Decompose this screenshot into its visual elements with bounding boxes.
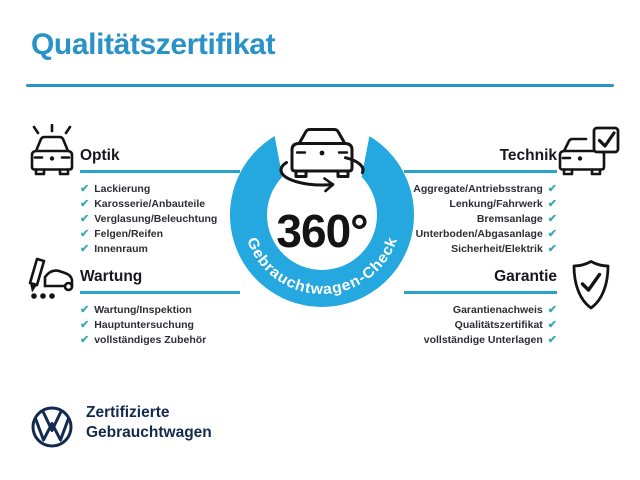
check-icon: ✔ xyxy=(547,242,557,255)
service-checklist-icon xyxy=(28,257,74,299)
item-label: Verglasung/Beleuchtung xyxy=(94,212,218,225)
check-icon: ✔ xyxy=(547,318,557,331)
item-label: Bremsanlage xyxy=(476,212,543,225)
section-technik-underline xyxy=(404,170,557,173)
item-label: Felgen/Reifen xyxy=(94,227,164,240)
ring-label: Gebrauchtwagen-Check xyxy=(243,234,401,298)
section-garantie-underline xyxy=(404,291,557,294)
item-label: Karosserie/Anbauteile xyxy=(94,197,206,210)
section-garantie-heading: Garantie xyxy=(494,268,557,285)
section-optik-underline xyxy=(80,170,240,173)
check-item: Garantienachweis ✔ xyxy=(404,303,557,318)
check-item: ✔ Felgen/Reifen xyxy=(80,227,240,242)
check-icon: ✔ xyxy=(80,197,90,210)
item-label: Qualitätszertifikat xyxy=(454,318,543,331)
check-item: ✔ Verglasung/Beleuchtung xyxy=(80,212,240,227)
check-item: ✔ Wartung/Inspektion xyxy=(80,303,240,318)
section-optik-heading: Optik xyxy=(80,147,120,164)
check-icon: ✔ xyxy=(80,212,90,225)
brand-line2: Gebrauchtwagen xyxy=(86,424,212,441)
check-icon: ✔ xyxy=(547,197,557,210)
item-label: Aggregate/Antriebsstrang xyxy=(413,182,543,195)
car-rotation-icon xyxy=(279,128,365,193)
ring-shape xyxy=(230,136,414,307)
check-icon: ✔ xyxy=(547,182,557,195)
item-label: Lenkung/Fahrwerk xyxy=(449,197,543,210)
check-item: ✔ Innenraum xyxy=(80,242,240,257)
check-icon: ✔ xyxy=(80,227,90,240)
check-icon: ✔ xyxy=(80,242,90,255)
page-title: Qualitätszertifikat xyxy=(31,28,276,61)
section-wartung-underline xyxy=(80,291,240,294)
check-item: Unterboden/Abgasanlage ✔ xyxy=(404,227,557,242)
check-icon: ✔ xyxy=(547,333,557,346)
check-icon: ✔ xyxy=(80,303,90,316)
section-wartung: Wartung ✔ Wartung/Inspektion ✔ Hauptunters… xyxy=(80,268,240,348)
check-item: Sicherheit/Elektrik ✔ xyxy=(404,242,557,257)
item-label: Garantienachweis xyxy=(452,303,543,316)
item-label: Unterboden/Abgasanlage xyxy=(415,227,543,240)
check-icon: ✔ xyxy=(80,182,90,195)
section-technik: Technik Aggregate/Antriebsstrang ✔ Lenkun… xyxy=(404,147,557,257)
brand-line1: Zertifizierte xyxy=(86,404,170,421)
check-icon: ✔ xyxy=(80,318,90,331)
section-technik-list: Aggregate/Antriebsstrang ✔ Lenkung/Fahrwe… xyxy=(404,182,557,257)
check-item: Aggregate/Antriebsstrang ✔ xyxy=(404,182,557,197)
check-item: ✔ Karosserie/Anbauteile xyxy=(80,197,240,212)
title-divider xyxy=(26,84,614,87)
car-shine-icon xyxy=(30,124,74,176)
check-item: Bremsanlage ✔ xyxy=(404,212,557,227)
item-label: Lackierung xyxy=(94,182,151,195)
section-garantie-list: Garantienachweis ✔ Qualitätszertifikat ✔ v… xyxy=(404,303,557,348)
car-checkbox-icon xyxy=(558,126,620,176)
vw-logo xyxy=(31,406,73,448)
section-technik-heading: Technik xyxy=(499,147,557,164)
check-item: vollständige Unterlagen ✔ xyxy=(404,333,557,348)
shield-check-icon xyxy=(572,260,610,310)
check-icon: ✔ xyxy=(547,303,557,316)
brand-text: Zertifizierte Gebrauchtwagen xyxy=(86,403,212,443)
section-wartung-heading: Wartung xyxy=(80,268,143,285)
item-label: vollständige Unterlagen xyxy=(423,333,543,346)
degree-label: 360° xyxy=(276,205,367,257)
section-wartung-list: ✔ Wartung/Inspektion ✔ Hauptuntersuchung ✔… xyxy=(80,303,240,348)
item-label: Hauptuntersuchung xyxy=(94,318,194,331)
item-label: Wartung/Inspektion xyxy=(94,303,192,316)
check-item: Qualitätszertifikat ✔ xyxy=(404,318,557,333)
check-icon: ✔ xyxy=(547,212,557,225)
section-optik-list: ✔ Lackierung ✔ Karosserie/Anbauteile ✔ Verg… xyxy=(80,182,240,257)
check-item: ✔ Lackierung xyxy=(80,182,240,197)
check-item: ✔ Hauptuntersuchung xyxy=(80,318,240,333)
section-optik: Optik ✔ Lackierung ✔ Karosserie/Anbauteile… xyxy=(80,147,240,257)
check-item: ✔ vollständiges Zubehör xyxy=(80,333,240,348)
section-garantie: Garantie Garantienachweis ✔ Qualitätszert… xyxy=(404,268,557,348)
item-label: Innenraum xyxy=(94,242,148,255)
check-icon: ✔ xyxy=(547,227,557,240)
check-item: Lenkung/Fahrwerk ✔ xyxy=(404,197,557,212)
item-label: Sicherheit/Elektrik xyxy=(451,242,543,255)
item-label: vollständiges Zubehör xyxy=(94,333,207,346)
check-icon: ✔ xyxy=(80,333,90,346)
